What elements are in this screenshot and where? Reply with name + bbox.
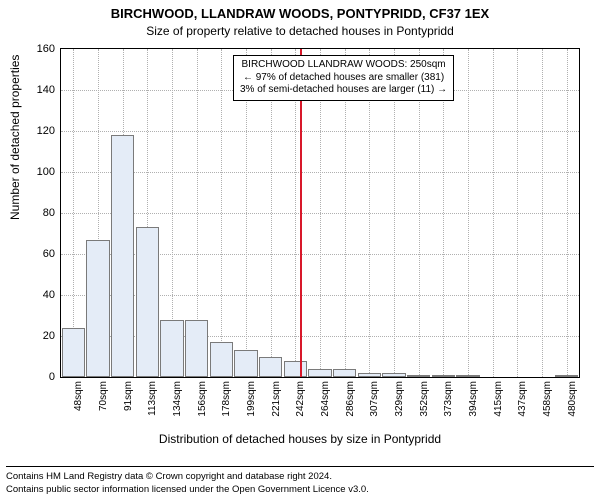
footer-line2: Contains public sector information licen… — [6, 484, 594, 496]
histogram-bar — [407, 375, 431, 377]
histogram-bar — [284, 361, 308, 377]
xtick-label: 480sqm — [567, 381, 578, 417]
xtick-label: 458sqm — [542, 381, 553, 417]
histogram-bar — [210, 342, 234, 377]
histogram-bar — [358, 373, 382, 377]
gridline-v — [493, 49, 494, 377]
ytick-label: 140 — [15, 84, 55, 96]
histogram-bar — [136, 227, 160, 377]
ytick-label: 40 — [15, 289, 55, 301]
annotation-line3: 3% of semi-detached houses are larger (1… — [240, 84, 447, 97]
xtick-label: 307sqm — [369, 381, 380, 417]
xtick-label: 48sqm — [73, 381, 84, 411]
xtick-label: 70sqm — [98, 381, 109, 411]
xtick-label: 373sqm — [443, 381, 454, 417]
xtick-label: 415sqm — [493, 381, 504, 417]
xtick-label: 352sqm — [419, 381, 430, 417]
ytick-label: 100 — [15, 166, 55, 178]
xtick-label: 199sqm — [246, 381, 257, 417]
histogram-bar — [308, 369, 332, 377]
xtick-label: 329sqm — [394, 381, 405, 417]
xtick-label: 242sqm — [295, 381, 306, 417]
ytick-label: 120 — [15, 125, 55, 137]
chart-subtitle: Size of property relative to detached ho… — [0, 24, 600, 38]
xtick-label: 394sqm — [468, 381, 479, 417]
histogram-bar — [160, 320, 184, 377]
xtick-label: 264sqm — [320, 381, 331, 417]
ytick-label: 80 — [15, 207, 55, 219]
ytick-label: 160 — [15, 43, 55, 55]
histogram-bar — [259, 357, 283, 378]
ytick-label: 20 — [15, 330, 55, 342]
y-axis-label: Number of detached properties — [8, 55, 22, 220]
annotation-line1: BIRCHWOOD LLANDRAW WOODS: 250sqm — [240, 59, 447, 72]
histogram-bar — [111, 135, 135, 377]
xtick-label: 286sqm — [345, 381, 356, 417]
ytick-label: 60 — [15, 248, 55, 260]
xtick-label: 178sqm — [221, 381, 232, 417]
histogram-bar — [555, 375, 579, 377]
gridline-v — [567, 49, 568, 377]
plot-area: 02040608010012014016048sqm70sqm91sqm113s… — [60, 48, 580, 378]
histogram-bar — [234, 350, 258, 377]
gridline-v — [517, 49, 518, 377]
xtick-label: 437sqm — [517, 381, 528, 417]
gridline-v — [468, 49, 469, 377]
ytick-label: 0 — [15, 371, 55, 383]
annotation-line2: ← 97% of detached houses are smaller (38… — [240, 72, 447, 85]
xtick-label: 91sqm — [123, 381, 134, 411]
histogram-bar — [185, 320, 209, 377]
footer-line1: Contains HM Land Registry data © Crown c… — [6, 471, 594, 483]
x-axis-label: Distribution of detached houses by size … — [0, 432, 600, 446]
histogram-bar — [382, 373, 406, 377]
chart-title-address: BIRCHWOOD, LLANDRAW WOODS, PONTYPRIDD, C… — [0, 6, 600, 21]
histogram-bar — [333, 369, 357, 377]
xtick-label: 221sqm — [271, 381, 282, 417]
histogram-bar — [432, 375, 456, 377]
histogram-bar — [456, 375, 480, 377]
histogram-bar — [86, 240, 110, 377]
annotation-box: BIRCHWOOD LLANDRAW WOODS: 250sqm ← 97% o… — [233, 55, 454, 101]
footer-attribution: Contains HM Land Registry data © Crown c… — [6, 466, 594, 496]
gridline-v — [221, 49, 222, 377]
gridline-v — [542, 49, 543, 377]
xtick-label: 134sqm — [172, 381, 183, 417]
histogram-bar — [62, 328, 86, 377]
xtick-label: 156sqm — [197, 381, 208, 417]
chart-container: BIRCHWOOD, LLANDRAW WOODS, PONTYPRIDD, C… — [0, 0, 600, 500]
xtick-label: 113sqm — [147, 381, 158, 416]
